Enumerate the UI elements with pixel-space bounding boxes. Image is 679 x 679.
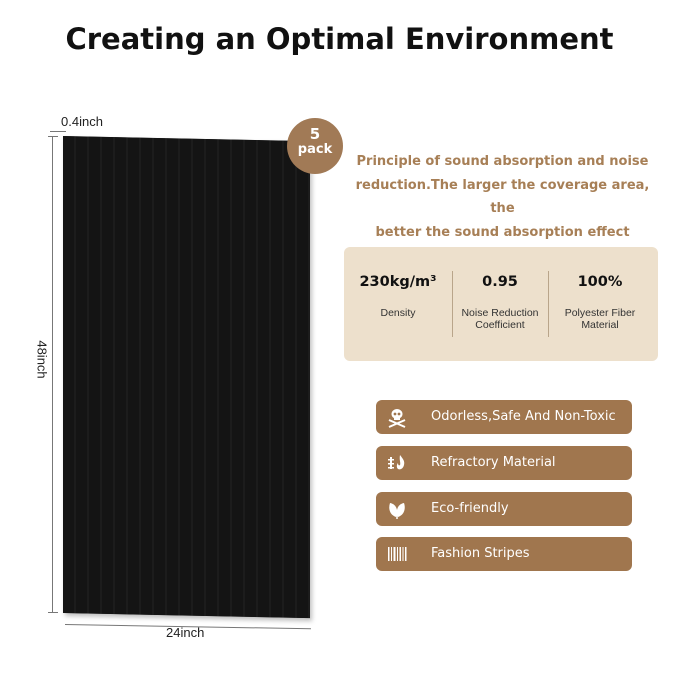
spec-label: Noise Reduction Coefficient [452, 307, 548, 331]
principle-line-1: Principle of sound absorption and noise [356, 154, 649, 169]
feature-non-toxic: Odorless,Safe And Non-Toxic [376, 400, 632, 434]
feature-label: Fashion Stripes [431, 546, 530, 561]
spec-noise-reduction: 0.95 Noise Reduction Coefficient [452, 247, 548, 361]
feature-label: Odorless,Safe And Non-Toxic [431, 409, 616, 424]
spec-value: 230kg/m³ [359, 274, 437, 290]
specs-panel: 230kg/m³ Density 0.95 Noise Reduction Co… [344, 247, 658, 361]
height-label: 48inch [34, 340, 50, 379]
skull-crossbones-icon [388, 409, 406, 428]
thickness-dimension-line [50, 131, 66, 132]
principle-line-3: better the sound absorption effect [375, 224, 630, 240]
feature-fashion-stripes: Fashion Stripes [376, 537, 632, 571]
feature-label: Refractory Material [431, 455, 556, 470]
panel-stripes [63, 136, 310, 619]
stripes-icon [388, 547, 407, 561]
pack-count: 5 [309, 125, 321, 143]
flame-shield-icon [388, 455, 405, 470]
spec-value: 0.95 [482, 274, 518, 290]
thickness-label: 0.4inch [61, 114, 103, 129]
spec-label-line: Coefficient [475, 319, 525, 331]
acoustic-panel-image [63, 136, 310, 619]
principle-text: Principle of sound absorption and noise … [345, 150, 660, 244]
height-dimension-line [52, 136, 53, 612]
feature-label: Eco-friendly [431, 501, 509, 516]
spec-label: Polyester Fiber Material [548, 307, 652, 331]
principle-line-2: reduction.The larger the coverage area, … [355, 177, 650, 217]
feature-eco-friendly: Eco-friendly [376, 492, 632, 526]
height-dimension-tick-top [48, 136, 58, 137]
spec-label-line: Noise Reduction [461, 307, 539, 319]
leaf-icon [389, 503, 405, 519]
spec-label-line: Material [581, 319, 619, 331]
spec-material: 100% Polyester Fiber Material [548, 247, 652, 361]
spec-value: 100% [577, 274, 623, 290]
spec-divider [548, 271, 549, 337]
pack-unit: pack [297, 142, 333, 157]
page-title: Creating an Optimal Environment [65, 22, 614, 56]
feature-refractory: Refractory Material [376, 446, 632, 480]
spec-density: 230kg/m³ Density [344, 247, 452, 361]
spec-label-line: Polyester Fiber [564, 307, 636, 319]
width-label: 24inch [166, 625, 205, 640]
spec-label-line: Density [380, 307, 416, 319]
height-dimension-tick-bottom [48, 612, 58, 613]
spec-label: Density [344, 307, 452, 319]
spec-divider [452, 271, 453, 337]
pack-badge: 5 pack [287, 118, 343, 174]
